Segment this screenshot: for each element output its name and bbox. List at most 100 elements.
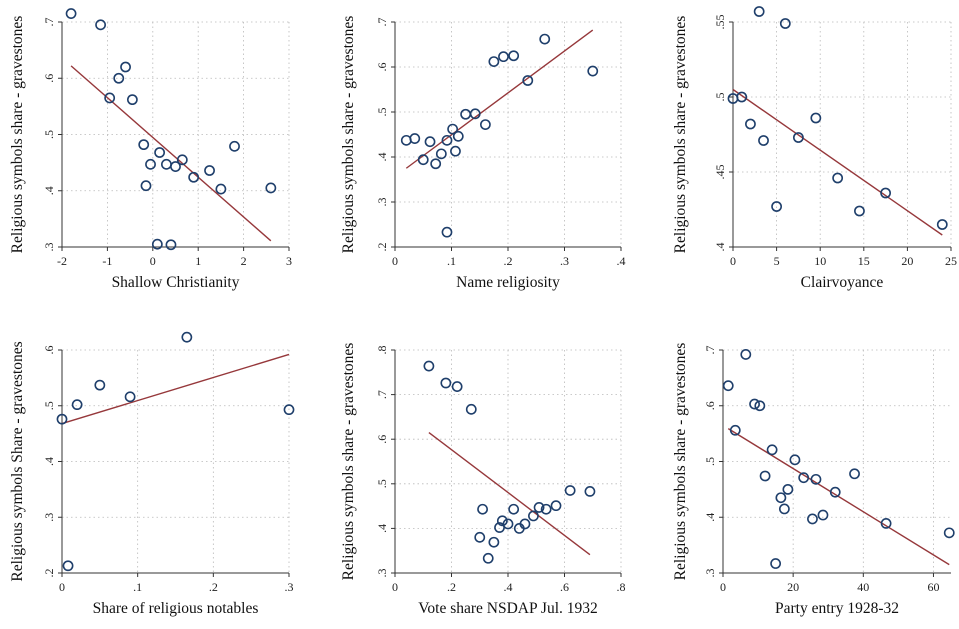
scatter-point — [441, 134, 453, 146]
scatter-point — [736, 91, 748, 103]
scatter-point — [522, 75, 534, 86]
scatter-point — [450, 145, 461, 157]
y-tick-label: .6 — [703, 401, 717, 410]
scatter-point — [782, 483, 794, 495]
chart-panel-2: 0 .1 .2 .3 .4 .2 .3 .4 .5 .6 .7 Name religiosity Rel… — [340, 16, 626, 291]
scatter-point — [215, 183, 227, 195]
scatter-point — [729, 424, 741, 436]
scatter-point — [113, 72, 125, 84]
y-tick-label: .6 — [42, 74, 56, 83]
x-tick-label: .1 — [447, 254, 456, 268]
scatter-point — [778, 503, 790, 515]
scatter-point — [584, 485, 596, 497]
scatter-point — [477, 503, 488, 515]
scatter-point — [441, 226, 453, 238]
x-tick-label: 0 — [730, 254, 736, 268]
x-tick-label: 3 — [286, 254, 292, 268]
scatter-point — [754, 400, 766, 412]
scatter-point — [832, 172, 844, 184]
scatter-point — [229, 140, 240, 152]
scatter-point — [447, 123, 459, 135]
chart-panel-4: 0 .1 .2 .3 .2 .3 .4 .5 .6 Share of religious nota… — [9, 331, 295, 617]
y-tick-label: .4 — [375, 153, 389, 162]
scatter-point — [936, 219, 948, 230]
scatter-point — [154, 147, 166, 158]
x-tick-label: 20 — [901, 254, 913, 268]
y-tick-label: .7 — [375, 18, 389, 27]
scatter-point — [539, 33, 551, 45]
x-tick-label: 20 — [787, 580, 799, 594]
scatter-point — [120, 61, 131, 73]
scatter-point — [423, 360, 435, 372]
scatter-point — [126, 94, 138, 106]
y-tick-label: .7 — [375, 390, 389, 399]
x-tick-label: .4 — [504, 580, 513, 594]
scatter-point — [145, 158, 156, 170]
y-axis-title: Religious symbols share - gravestones — [9, 16, 26, 254]
scatter-point — [810, 473, 822, 485]
scatter-point — [440, 377, 452, 389]
x-tick-label: .4 — [617, 254, 626, 268]
x-tick-label: .6 — [560, 580, 569, 594]
scatter-point — [502, 518, 514, 530]
scatter-point — [810, 112, 822, 124]
x-tick-label: .2 — [504, 254, 513, 268]
x-tick-label: .3 — [560, 254, 569, 268]
y-tick-label: .7 — [42, 18, 56, 27]
scatter-point — [508, 50, 520, 62]
scatter-point — [65, 8, 77, 19]
x-axis-title: Party entry 1928-32 — [775, 600, 899, 617]
y-tick-label: .55 — [713, 15, 727, 30]
scatter-point — [469, 108, 481, 120]
y-tick-label: .4 — [703, 513, 717, 522]
y-tick-label: .3 — [42, 513, 56, 522]
scatter-point — [188, 171, 200, 183]
scatter-point — [807, 513, 818, 525]
y-tick-label: .5 — [375, 108, 389, 117]
chart-panel-5: 0 .2 .4 .6 .8 .3 .4 .5 .6 .7 .8 Vote share NSDAP Ju… — [340, 343, 626, 617]
y-tick-label: .5 — [713, 93, 727, 102]
scatter-point — [140, 180, 152, 192]
x-tick-label: 0 — [392, 580, 398, 594]
scatter-point — [204, 165, 215, 176]
scatter-point — [124, 391, 136, 403]
scatter-point — [62, 560, 74, 572]
scatter-point — [779, 18, 791, 29]
scatter-point — [880, 517, 892, 529]
y-axis-title: Religious symbols share - gravestones — [672, 16, 689, 254]
scatter-point — [789, 454, 801, 466]
x-tick-label: 0 — [392, 254, 398, 268]
y-axis-title: Religious symbols share - gravestones — [340, 16, 357, 254]
x-tick-label: 40 — [857, 580, 869, 594]
y-tick-label: .3 — [42, 243, 56, 252]
y-tick-label: .5 — [703, 457, 717, 466]
scatter-point — [533, 502, 545, 513]
y-tick-label: .6 — [375, 435, 389, 444]
scatter-point — [424, 136, 436, 148]
y-tick-label: .8 — [375, 346, 389, 355]
scatter-point — [587, 65, 599, 77]
x-tick-label: 1 — [195, 254, 201, 268]
scatter-point — [94, 379, 106, 391]
scatter-point — [71, 399, 83, 411]
scatter-point — [176, 154, 188, 166]
scatter-point — [104, 92, 116, 104]
x-tick-label: 25 — [945, 254, 957, 268]
y-axis-title: Religious symbols share - gravestones — [340, 343, 357, 581]
x-tick-label: 10 — [814, 254, 826, 268]
scatter-point — [265, 182, 277, 194]
scatter-point — [849, 468, 860, 480]
fitted-regression-line — [732, 88, 943, 236]
y-axis-title: Religious symbols Share - gravestones — [9, 341, 26, 581]
scatter-point — [95, 19, 106, 31]
x-tick-label: .1 — [133, 580, 142, 594]
scatter-point — [400, 134, 412, 146]
scatter-point — [482, 552, 494, 564]
scatter-point — [854, 205, 865, 217]
scatter-point — [943, 527, 955, 539]
scatter-point — [759, 470, 771, 482]
x-tick-label: .2 — [447, 580, 456, 594]
scatter-point — [151, 238, 163, 250]
scatter-point — [496, 515, 508, 527]
